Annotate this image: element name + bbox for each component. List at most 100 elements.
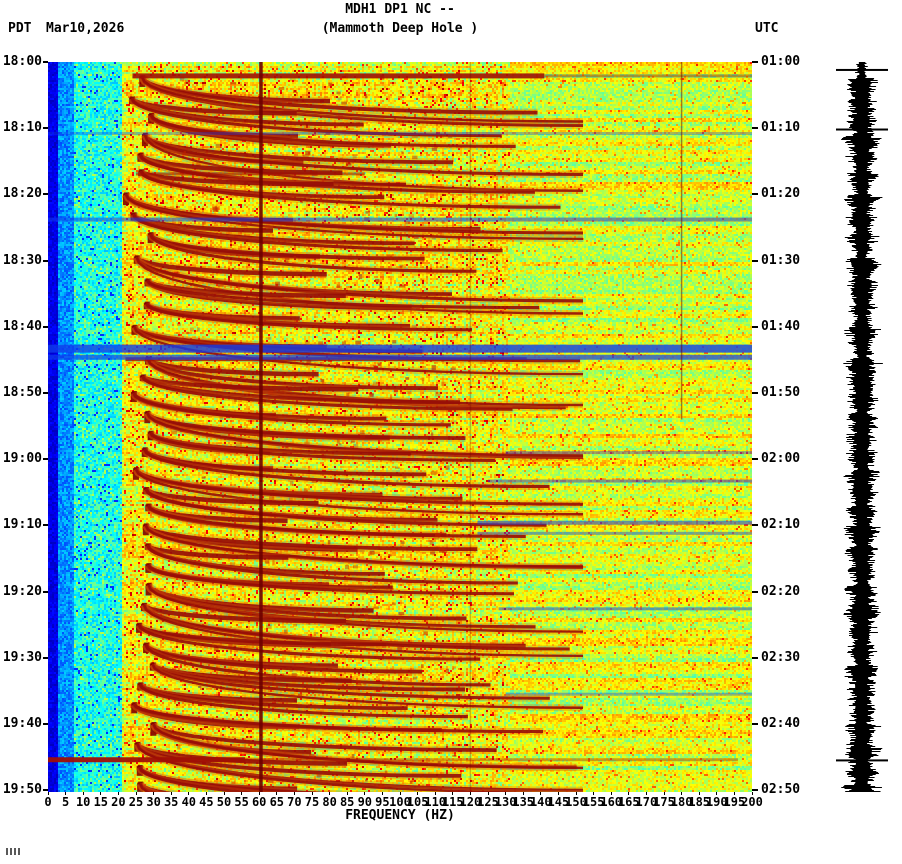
freq-axis-tick [751,792,753,795]
date-label: Mar10,2026 [46,21,125,36]
freq-axis-tick [557,792,559,795]
freq-tick-label: 0 [44,795,52,809]
time-label-right: 02:30 [761,649,801,665]
freq-axis-tick [65,792,67,795]
freq-tick-label: 15 [93,795,109,809]
freq-tick-label: 85 [339,795,355,809]
time-label-right: 02:10 [761,517,801,533]
freq-axis-tick [434,792,436,795]
freq-tick-label: 5 [61,795,70,809]
freq-tick-label: 110 [424,795,447,809]
right-axis-tick [752,392,758,394]
freq-axis-tick [505,792,507,795]
spectrogram-canvas [48,62,752,792]
freq-axis-tick [469,792,471,795]
right-axis-tick [752,325,758,328]
time-label-left: 18:00 [2,54,42,69]
freq-axis-tick [346,792,348,795]
right-axis-tick [752,127,758,130]
freq-axis-tick [100,792,102,795]
freq-tick-label: 90 [357,795,373,809]
left-axis-tick [43,458,48,461]
freq-tick-label: 20 [111,795,126,809]
freq-tick-label: 30 [146,795,161,809]
freq-tick-label: 105 [406,795,429,809]
freq-axis-tick [276,792,278,795]
freq-axis-tick [610,792,612,795]
time-label-right: 01:10 [761,120,801,136]
freq-axis-tick [47,792,49,795]
freq-axis-tick [329,792,331,795]
time-label-right: 01:50 [761,385,801,400]
freq-axis-tick [258,792,260,795]
freq-tick-label: 120 [459,795,482,809]
freq-axis-tick [593,792,595,795]
freq-axis-tick [452,792,454,795]
freq-axis-tick [645,792,647,795]
freq-axis-tick [241,792,243,795]
freq-axis-tick [223,792,225,795]
freq-axis-tick [381,792,383,795]
time-label-left: 18:50 [2,385,42,400]
freq-axis-tick [293,792,295,795]
freq-tick-label: 165 [617,795,640,809]
freq-tick-label: 100 [389,795,411,809]
freq-axis-tick [540,792,542,795]
left-axis-tick [43,127,48,130]
freq-axis-tick [399,792,401,795]
time-label-right: 01:40 [761,318,801,334]
freq-tick-label: 95 [375,795,390,809]
freq-tick-label: 150 [565,795,587,809]
time-label-right: 01:20 [761,186,801,202]
frequency-axis-title: FREQUENCY (HZ) [345,808,455,823]
freq-tick-label: 160 [600,795,623,809]
station-subtitle: (Mammoth Deep Hole ) [321,21,479,36]
freq-tick-label: 65 [269,795,285,809]
time-label-right: 02:50 [761,782,801,798]
left-axis-tick [43,193,48,196]
freq-tick-label: 45 [199,795,214,809]
freq-axis-tick [364,792,366,795]
freq-tick-label: 180 [670,795,693,809]
right-axis-tick [752,458,758,461]
freq-axis-tick [681,792,683,795]
freq-axis-tick [205,792,207,795]
freq-axis-tick [417,792,419,795]
left-axis-tick [43,723,48,725]
seismogram-trace-canvas [832,62,892,792]
freq-tick-label: 125 [477,795,499,809]
freq-axis-tick [522,792,524,795]
corner-glyph [6,848,22,855]
freq-tick-label: 175 [653,795,675,809]
freq-axis-tick [733,792,735,795]
freq-tick-label: 70 [287,795,302,809]
freq-tick-label: 140 [529,795,552,809]
freq-axis-tick [135,792,137,795]
left-axis-tick [43,61,48,63]
left-axis-tick [43,590,48,593]
right-axis-tick [752,61,758,63]
freq-tick-label: 40 [181,795,197,809]
freq-axis-tick [170,792,172,795]
freq-tick-label: 155 [582,795,605,809]
freq-tick-label: 55 [234,795,249,809]
left-axis-tick [43,392,48,394]
freq-tick-label: 10 [75,795,91,809]
freq-tick-label: 25 [128,795,144,809]
right-axis-tick [752,590,758,593]
left-axis-tick [43,259,48,262]
freq-tick-label: 185 [688,795,711,809]
page-title: MDH1 DP1 NC -- [345,2,455,17]
freq-axis-tick [487,792,489,795]
freq-axis-tick [153,792,155,795]
freq-tick-label: 195 [723,795,746,809]
freq-axis-tick [117,792,119,795]
freq-axis-tick [82,792,84,795]
right-axis-tick [752,789,758,792]
right-axis-tick [752,193,758,196]
freq-axis-tick [663,792,665,795]
time-label-left: 19:10 [2,517,42,533]
time-label-right: 02:40 [761,716,801,731]
freq-tick-label: 115 [441,795,464,809]
freq-axis-tick [716,792,718,795]
